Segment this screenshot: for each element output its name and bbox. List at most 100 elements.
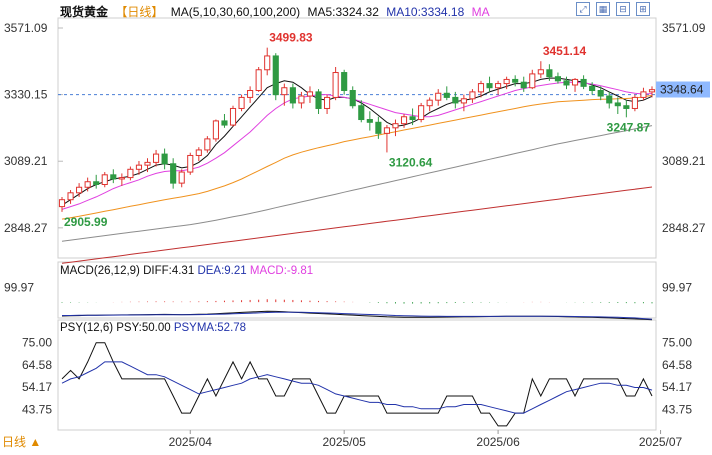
candle-body	[315, 91, 322, 109]
candle-body	[135, 164, 143, 170]
candle-body	[512, 78, 519, 83]
y-tick-left: 3330.15	[4, 88, 48, 102]
price-tag-text: 3348.64	[660, 82, 704, 96]
candle-body	[272, 55, 279, 96]
y-tick-right: 3089.21	[662, 154, 706, 168]
psy-y-tick-right: 54.17	[662, 380, 692, 394]
candle-body	[84, 181, 91, 188]
candle-body	[435, 92, 442, 101]
grid-icon[interactable]: ▦	[596, 2, 610, 16]
candle-body	[341, 72, 348, 91]
candle-body	[563, 80, 570, 86]
candle-body	[400, 116, 408, 125]
candle-body	[580, 78, 587, 87]
ma100-line	[61, 186, 653, 264]
candle-body	[597, 90, 604, 97]
candle-body	[452, 96, 459, 104]
psy-y-tick-left: 75.00	[22, 336, 52, 350]
ma5-line	[61, 77, 653, 206]
candle-body	[477, 83, 485, 93]
candle-body	[93, 181, 100, 185]
psy-y-tick-right: 43.75	[662, 402, 692, 416]
candle-body	[152, 153, 160, 163]
price-annotation: 3247.87	[607, 120, 651, 134]
expand-icon[interactable]: ⤢	[576, 2, 590, 16]
split-icon[interactable]: ⊞	[636, 2, 650, 16]
candle-body	[392, 123, 399, 129]
macd-panel-frame	[57, 261, 657, 319]
y-tick-left: 3089.21	[4, 154, 48, 168]
candle-body	[571, 78, 579, 86]
main-panel-frame	[57, 17, 657, 259]
psy-y-tick-left: 43.75	[22, 402, 52, 416]
ma30-line	[61, 94, 653, 220]
candle-body	[238, 96, 245, 109]
psyma-value: PSYMA:52.78	[173, 322, 247, 334]
candle-body	[366, 119, 373, 123]
macd-dea: DEA:9.21	[197, 265, 247, 277]
psy-value: PSY:50.00	[116, 322, 171, 334]
psy-y-tick-left: 54.17	[22, 380, 52, 394]
candle-body	[264, 55, 271, 71]
candle-body	[486, 83, 493, 89]
candle-body	[221, 120, 228, 126]
candle-body	[67, 192, 74, 201]
macd-value: MACD:-9.81	[249, 265, 314, 277]
candle-body	[255, 69, 262, 92]
x-tick-label: 2025/07	[639, 435, 683, 449]
period-selector[interactable]: 【日线】	[115, 5, 164, 19]
candle-body	[426, 99, 433, 107]
candle-body	[460, 98, 467, 104]
price-annotation: 2905.99	[64, 215, 108, 229]
candle-body	[281, 87, 288, 96]
price-annotation: 3499.83	[269, 31, 313, 45]
ma-extra: MA	[471, 5, 490, 19]
candle-body	[76, 186, 83, 194]
y-tick-left: 2848.27	[4, 221, 48, 235]
psy-label[interactable]: PSY(12,6)	[60, 322, 114, 334]
candle-body	[195, 149, 202, 156]
candle-body	[324, 96, 331, 109]
candle-body	[170, 163, 177, 184]
main-header: 现货黄金 【日线】 MA(5,10,30,60,100,200) MA5:332…	[60, 3, 494, 20]
candle-body	[503, 78, 510, 85]
candle-body	[554, 76, 562, 82]
ma-label[interactable]: MA(5,10,30,60,100,200)	[170, 5, 301, 19]
candle-body	[229, 107, 237, 126]
candle-body	[144, 161, 151, 166]
candle-body	[623, 105, 630, 109]
price-tag-box	[656, 81, 710, 98]
period-tab[interactable]: 日线 ▲	[2, 435, 42, 449]
ma60-line	[61, 125, 653, 242]
psy-y-tick-left: 64.58	[22, 358, 52, 372]
psy-panel-frame	[57, 319, 657, 431]
candle-body	[204, 138, 211, 151]
candle-body	[631, 96, 638, 109]
candle-body	[187, 154, 194, 173]
macd-y-tick-left: 99.97	[4, 280, 34, 294]
x-tick-label: 2025/05	[322, 435, 366, 449]
candle-body	[306, 91, 314, 97]
candle-body	[298, 95, 305, 104]
candle-body	[537, 69, 544, 75]
candle-body	[648, 89, 656, 93]
candle-body	[546, 69, 553, 78]
candle-body	[349, 90, 356, 107]
macd-y-tick-right: 99.97	[662, 280, 692, 294]
candle-body	[358, 105, 365, 121]
y-tick-right: 2848.27	[662, 221, 706, 235]
candle-body	[58, 199, 66, 208]
psy-y-tick-right: 64.58	[662, 358, 692, 372]
toolbar: ⤢ ▦ ⊟ ⊞	[576, 2, 650, 16]
candle-body	[161, 153, 168, 165]
macd-label[interactable]: MACD(26,12,9)	[60, 265, 140, 277]
candle-body	[101, 174, 108, 186]
macd-dea-line	[62, 311, 653, 320]
ma10-value: MA10:3334.18	[386, 5, 465, 19]
candle-body	[289, 87, 296, 104]
collapse-icon[interactable]: ⊟	[616, 2, 630, 16]
psyma-line	[61, 361, 653, 414]
psy-line	[61, 342, 653, 427]
y-tick-right: 3571.09	[662, 21, 706, 35]
